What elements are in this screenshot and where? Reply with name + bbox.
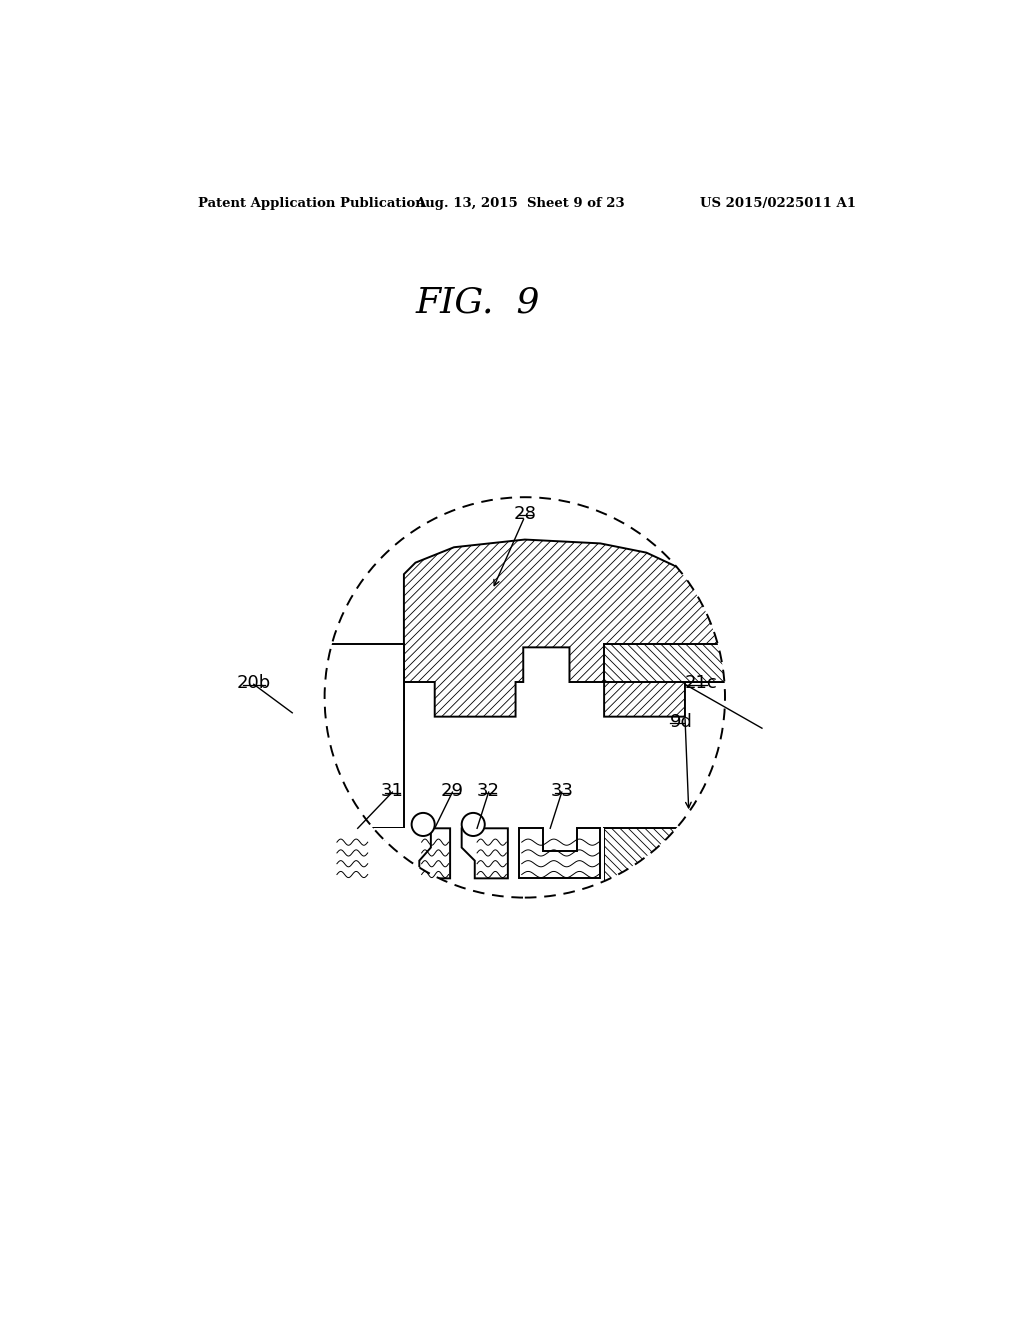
Text: 31: 31 [381, 781, 403, 800]
Polygon shape [519, 829, 600, 878]
Text: 28: 28 [513, 506, 537, 523]
Circle shape [462, 813, 484, 836]
Text: 32: 32 [477, 781, 500, 800]
Circle shape [412, 813, 435, 836]
Text: 20b: 20b [237, 675, 271, 692]
Polygon shape [335, 829, 381, 878]
Text: 9d: 9d [670, 713, 692, 731]
Text: Patent Application Publication: Patent Application Publication [199, 197, 425, 210]
Polygon shape [285, 829, 403, 882]
Polygon shape [403, 540, 762, 721]
Text: Aug. 13, 2015  Sheet 9 of 23: Aug. 13, 2015 Sheet 9 of 23 [416, 197, 625, 210]
Text: 33: 33 [550, 781, 573, 800]
Polygon shape [604, 644, 762, 882]
Polygon shape [462, 829, 508, 878]
Text: 21c: 21c [685, 675, 718, 692]
Circle shape [325, 498, 725, 898]
Text: FIG.  9: FIG. 9 [416, 285, 540, 319]
Text: US 2015/0225011 A1: US 2015/0225011 A1 [700, 197, 856, 210]
Polygon shape [419, 829, 451, 878]
Bar [331, 829, 604, 882]
Text: 29: 29 [441, 781, 464, 800]
Polygon shape [285, 644, 403, 829]
